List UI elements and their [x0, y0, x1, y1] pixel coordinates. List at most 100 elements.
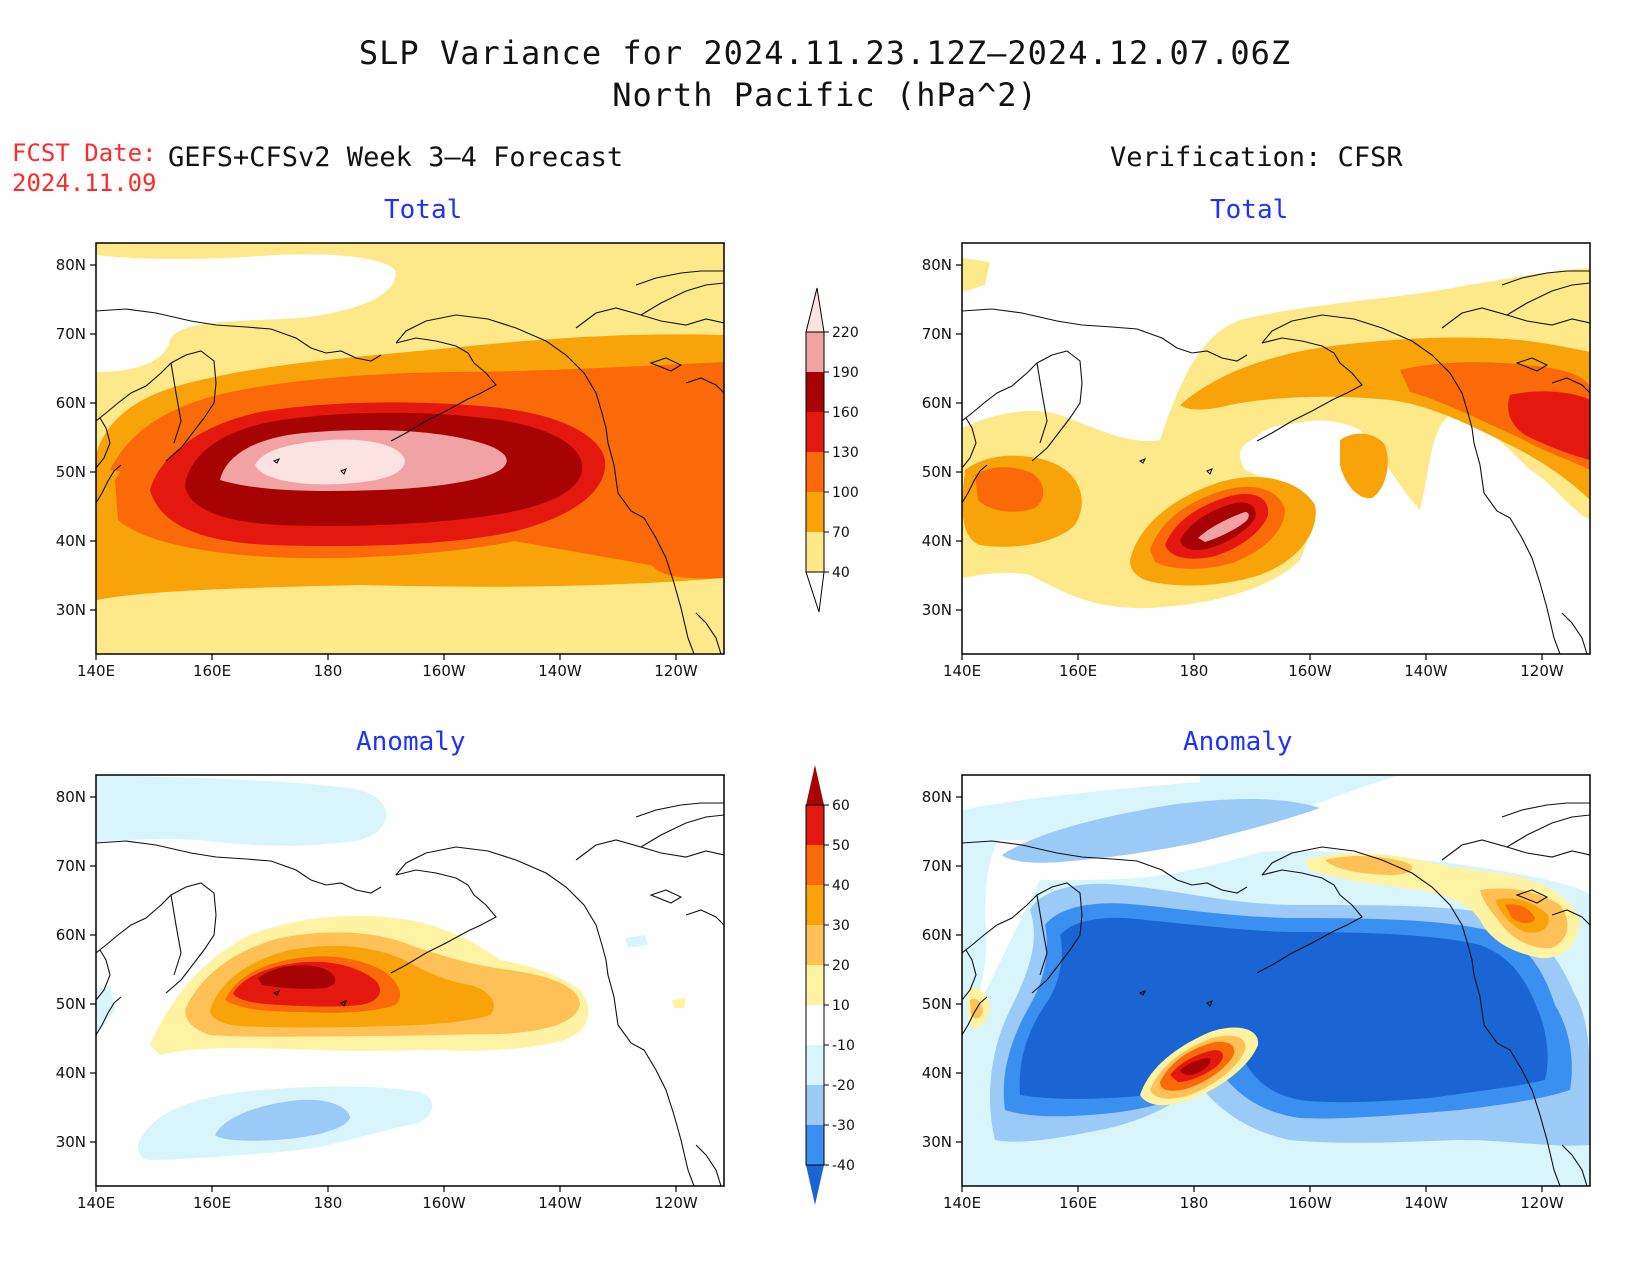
cbar-anom-label: 10	[832, 998, 850, 1014]
panel-tr-title: Total	[1210, 195, 1289, 225]
lon-label: 160E	[1059, 1194, 1097, 1212]
lat-label: 70N	[56, 325, 86, 343]
panel-bl-title: Anomaly	[356, 727, 466, 757]
colorbar-anomaly: -40 -30 -20 -10 10 20 30 40 50 60	[805, 765, 855, 1205]
cbar-anom-label: -40	[832, 1158, 855, 1174]
lon-label: 160W	[1288, 662, 1332, 680]
colorbar-total: 40 70 100 130 160 190 220	[805, 287, 859, 613]
cbar-anom-upper-triangle	[806, 765, 824, 805]
cbar-total-swatch	[806, 492, 824, 532]
lon-label: 140E	[77, 662, 115, 680]
lat-label: 70N	[56, 857, 86, 875]
lat-label: 30N	[56, 601, 86, 619]
lat-label: 80N	[922, 256, 952, 274]
cbar-total-swatch	[806, 332, 824, 372]
anom-fcst-contour-neg20	[215, 1099, 350, 1141]
lat-label: 50N	[56, 463, 86, 481]
lon-label: 180	[1180, 1194, 1209, 1212]
lon-label: 140E	[943, 662, 981, 680]
lon-label: 120W	[654, 662, 698, 680]
cbar-anom-swatch	[806, 1085, 824, 1125]
axes-layer: 80N 70N 60N 50N 40N 30N 140E 160E 180 160W 140W 120…	[56, 256, 1564, 1212]
lat-label: 40N	[922, 532, 952, 550]
lat-label: 70N	[922, 857, 952, 875]
map-frame-tl	[95, 242, 725, 655]
cbar-anom-swatch	[806, 1045, 824, 1085]
lon-label: 160E	[193, 662, 231, 680]
cbar-anom-label: -10	[832, 1038, 855, 1054]
panel-br-title: Anomaly	[1183, 727, 1293, 757]
lat-label: 70N	[922, 325, 952, 343]
panel-tl-title: Total	[384, 195, 463, 225]
cbar-anom-swatch	[806, 925, 824, 965]
cbar-total-upper-triangle	[805, 287, 825, 333]
cbar-total-swatch	[806, 372, 824, 412]
cbar-total-label: 190	[832, 365, 859, 381]
cbar-anom-swatch	[806, 805, 824, 845]
map-verification-total	[962, 243, 1590, 654]
cbar-anom-lower-triangle	[806, 1165, 824, 1205]
lon-label: 140W	[538, 1194, 582, 1212]
lat-label: 60N	[56, 926, 86, 944]
map-verification-anomaly	[962, 775, 1590, 1186]
lat-label: 50N	[56, 995, 86, 1013]
cbar-anom-swatch	[806, 1125, 824, 1165]
lon-label: 160W	[1288, 1194, 1332, 1212]
map-forecast-total	[96, 243, 724, 654]
cbar-anom-label: 50	[832, 838, 850, 854]
cbar-total-swatch	[806, 532, 824, 572]
lat-label: 60N	[56, 394, 86, 412]
lat-label: 80N	[56, 256, 86, 274]
total-fcst-contour-220	[255, 439, 405, 485]
cbar-total-label: 160	[832, 405, 859, 421]
lon-label: 120W	[654, 1194, 698, 1212]
lat-label: 80N	[922, 788, 952, 806]
fcst-label: FCST Date:	[12, 139, 157, 167]
cbar-anom-label: -20	[832, 1078, 855, 1094]
anom-cfsr-contour-neg20	[1002, 799, 1320, 863]
lon-label: 160E	[1059, 662, 1097, 680]
cbar-total-label: 130	[832, 445, 859, 461]
map-frame-tr	[961, 242, 1591, 655]
lon-label: 160W	[422, 1194, 466, 1212]
cbar-total-label: 70	[832, 525, 850, 541]
lat-label: 60N	[922, 394, 952, 412]
cbar-total-swatch	[806, 452, 824, 492]
lat-label: 30N	[922, 601, 952, 619]
cbar-total-label: 40	[832, 565, 850, 581]
lat-label: 30N	[56, 1133, 86, 1151]
lat-label: 40N	[56, 532, 86, 550]
cbar-total-swatch	[806, 412, 824, 452]
lon-label: 120W	[1520, 662, 1564, 680]
lat-label: 40N	[922, 1064, 952, 1082]
anom-fcst-contour-60	[258, 965, 336, 989]
cbar-anom-label: 20	[832, 958, 850, 974]
lat-label: 30N	[922, 1133, 952, 1151]
lon-label: 140W	[538, 662, 582, 680]
lat-label: 60N	[922, 926, 952, 944]
verification-header: Verification: CFSR	[1110, 142, 1403, 173]
map-forecast-anomaly	[96, 775, 724, 1186]
anom-cfsr-contour-neg40	[1019, 917, 1548, 1103]
lon-label: 160W	[422, 662, 466, 680]
cbar-anom-label: 40	[832, 878, 850, 894]
cbar-anom-swatch	[806, 845, 824, 885]
lon-label: 160E	[193, 1194, 231, 1212]
lon-label: 120W	[1520, 1194, 1564, 1212]
lon-label: 180	[314, 1194, 343, 1212]
lat-label: 50N	[922, 995, 952, 1013]
cbar-total-label: 100	[832, 485, 859, 501]
cbar-total-label: 220	[832, 325, 859, 341]
map-frame-br	[961, 774, 1591, 1187]
fcst-date: 2024.11.09	[12, 169, 157, 197]
forecast-header: GEFS+CFSv2 Week 3–4 Forecast	[168, 142, 624, 173]
lat-label: 40N	[56, 1064, 86, 1082]
cbar-anom-swatch	[806, 965, 824, 1005]
cbar-anom-label: -30	[832, 1118, 855, 1134]
lat-label: 50N	[922, 463, 952, 481]
main-title: SLP Variance for 2024.11.23.12Z–2024.12.…	[358, 34, 1292, 72]
cbar-anom-label: 60	[832, 798, 850, 814]
lon-label: 140E	[943, 1194, 981, 1212]
cbar-anom-swatch	[806, 885, 824, 925]
